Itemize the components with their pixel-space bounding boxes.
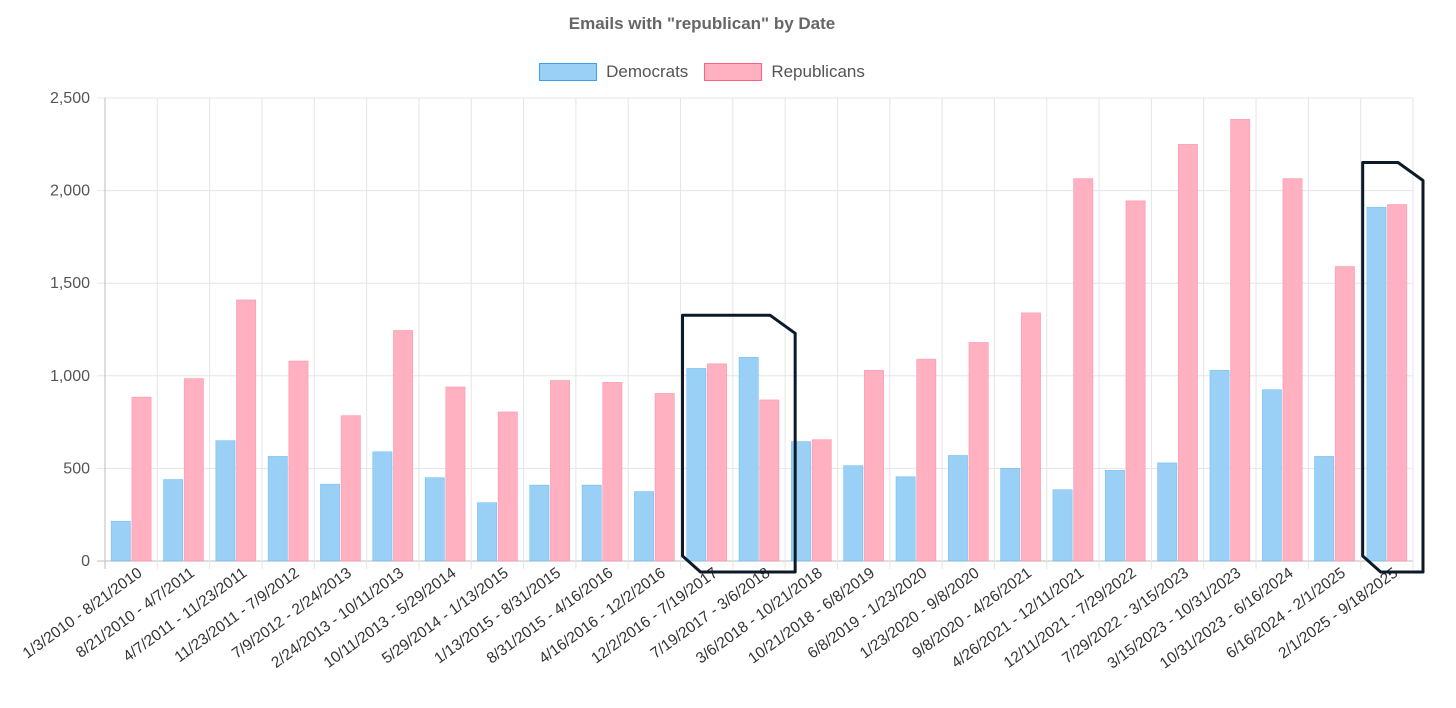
- bar-republicans-20[interactable]: [1177, 144, 1198, 562]
- bar-republicans-3[interactable]: [288, 360, 309, 562]
- bar-democrats-3[interactable]: [267, 456, 288, 562]
- bar-republicans-8[interactable]: [550, 380, 571, 562]
- legend-label-democrats: Democrats: [606, 62, 689, 81]
- legend-swatch-democrats: [539, 63, 598, 81]
- bar-democrats-23[interactable]: [1314, 456, 1335, 562]
- y-tick-label: 500: [63, 460, 90, 477]
- bar-democrats-18[interactable]: [1052, 489, 1073, 562]
- legend-swatch-republicans: [704, 63, 763, 81]
- y-tick-label: 2,000: [50, 183, 90, 200]
- y-tick-label: 2,500: [50, 90, 90, 107]
- bar-republicans-19[interactable]: [1125, 200, 1146, 562]
- bar-republicans-16[interactable]: [968, 342, 989, 562]
- bar-republicans-17[interactable]: [1020, 312, 1041, 562]
- legend-item-democrats[interactable]: Democrats: [539, 62, 688, 82]
- bar-democrats-1[interactable]: [163, 479, 184, 562]
- bar-democrats-19[interactable]: [1104, 469, 1125, 562]
- y-tick-label: 1,500: [50, 275, 90, 292]
- bar-republicans-9[interactable]: [602, 381, 623, 562]
- bar-republicans-2[interactable]: [236, 299, 257, 562]
- bar-republicans-21[interactable]: [1230, 118, 1251, 562]
- bar-democrats-22[interactable]: [1261, 389, 1282, 562]
- chart-title: Emails with "republican" by Date: [568, 14, 836, 33]
- legend: Democrats Republicans: [0, 62, 1404, 82]
- bar-republicans-18[interactable]: [1073, 178, 1094, 562]
- bar-republicans-4[interactable]: [340, 415, 361, 562]
- highlight-box-0: [681, 313, 797, 574]
- bar-republicans-22[interactable]: [1282, 178, 1303, 562]
- bar-democrats-7[interactable]: [477, 502, 498, 562]
- bar-democrats-15[interactable]: [895, 476, 916, 562]
- bar-democrats-8[interactable]: [529, 484, 550, 562]
- bar-democrats-2[interactable]: [215, 440, 236, 562]
- bar-democrats-0[interactable]: [110, 520, 131, 562]
- bar-democrats-9[interactable]: [581, 484, 602, 562]
- bar-republicans-11[interactable]: [707, 363, 727, 562]
- bar-democrats-20[interactable]: [1157, 462, 1178, 562]
- bar-democrats-24[interactable]: [1366, 206, 1387, 562]
- bar-democrats-5[interactable]: [372, 451, 393, 562]
- bar-democrats-6[interactable]: [424, 477, 445, 562]
- bar-democrats-10[interactable]: [634, 491, 655, 562]
- bar-democrats-4[interactable]: [320, 483, 341, 562]
- bar-republicans-0[interactable]: [131, 396, 152, 562]
- bar-republicans-15[interactable]: [916, 358, 937, 562]
- bar-republicans-6[interactable]: [445, 386, 466, 562]
- bar-democrats-17[interactable]: [1000, 468, 1021, 562]
- bar-democrats-11[interactable]: [686, 368, 707, 562]
- legend-item-republicans[interactable]: Republicans: [704, 62, 865, 82]
- legend-label-republicans: Republicans: [771, 62, 865, 81]
- bar-republicans-1[interactable]: [183, 378, 204, 562]
- bar-democrats-16[interactable]: [947, 455, 968, 562]
- bar-republicans-14[interactable]: [863, 369, 884, 562]
- y-tick-label: 1,000: [50, 368, 90, 385]
- bar-republicans-10[interactable]: [654, 393, 675, 562]
- y-tick-label: 0: [81, 553, 90, 570]
- bar-republicans-24[interactable]: [1387, 204, 1408, 562]
- bar-republicans-13[interactable]: [811, 439, 832, 562]
- bar-republicans-23[interactable]: [1334, 266, 1355, 562]
- bar-democrats-21[interactable]: [1209, 369, 1230, 562]
- highlight-box-1: [1361, 160, 1425, 574]
- bar-republicans-12[interactable]: [759, 399, 780, 562]
- bar-democrats-12[interactable]: [738, 356, 759, 562]
- bar-republicans-7[interactable]: [497, 411, 518, 562]
- bar-democrats-14[interactable]: [843, 465, 864, 562]
- bar-republicans-5[interactable]: [393, 330, 414, 562]
